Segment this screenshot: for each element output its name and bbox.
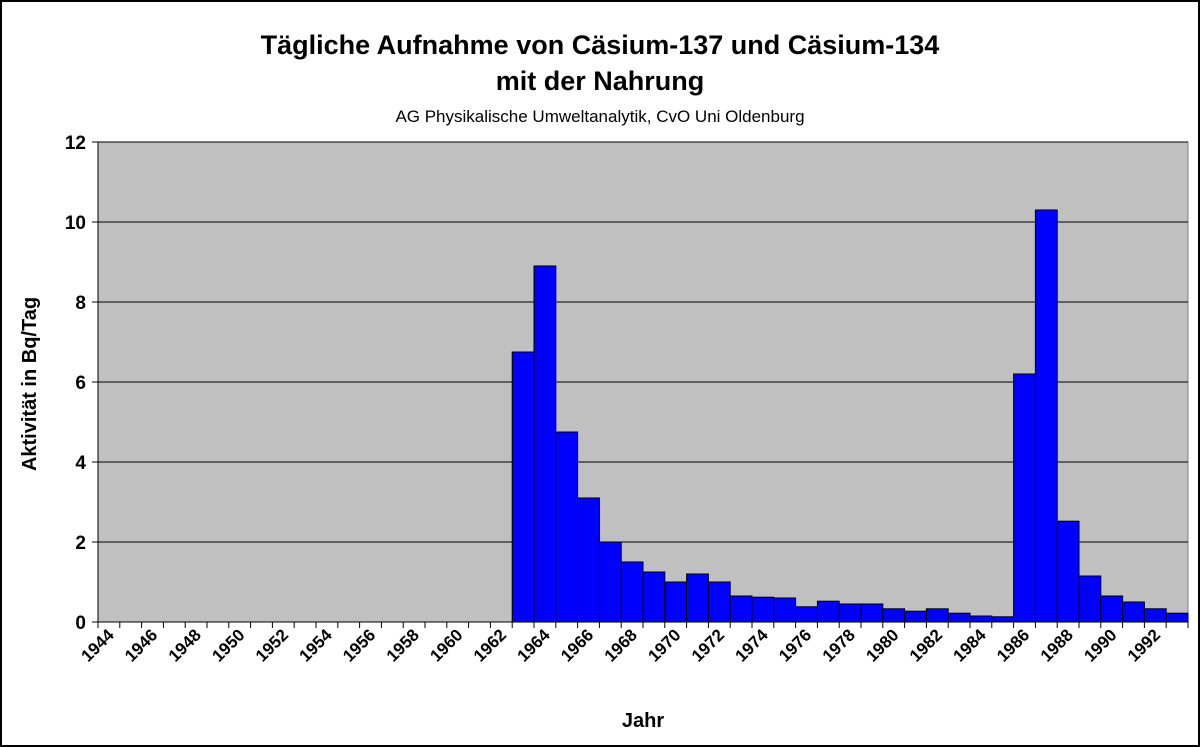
bar	[773, 597, 797, 623]
bar	[664, 581, 688, 623]
x-tick-label: 1980	[862, 625, 902, 665]
chart-title-line2: mit der Nahrung	[495, 66, 705, 96]
bar	[860, 603, 884, 623]
bar	[533, 265, 557, 623]
bar	[729, 595, 753, 623]
bar	[904, 610, 927, 623]
bar	[991, 616, 1015, 623]
bar	[620, 561, 644, 623]
x-axis-label: Jahr	[622, 710, 664, 732]
x-tick-label: 1990	[1080, 625, 1120, 665]
x-tick-label: 1964	[514, 625, 555, 666]
bar	[838, 603, 862, 623]
bars	[511, 209, 1189, 623]
bar	[642, 571, 666, 623]
x-tick-label: 1992	[1124, 625, 1164, 665]
bar	[1122, 601, 1145, 623]
bar	[969, 615, 993, 623]
bar	[598, 541, 622, 623]
chart-subtitle: AG Physikalische Umweltanalytik, CvO Uni…	[395, 107, 805, 126]
x-tick-label: 1958	[383, 625, 423, 665]
bar	[947, 612, 971, 623]
y-tick-label: 4	[75, 453, 86, 474]
x-tick-label: 1984	[950, 625, 991, 666]
bar	[925, 608, 949, 623]
x-tick-label: 1960	[426, 625, 466, 665]
x-tick-label: 1968	[601, 625, 641, 665]
x-tick-label: 1974	[732, 625, 773, 666]
bar	[1013, 373, 1036, 623]
x-tick-label: 1962	[470, 625, 510, 665]
bar	[1056, 520, 1080, 623]
bar	[795, 606, 818, 623]
x-tick-label: 1948	[165, 625, 205, 665]
bar	[686, 573, 709, 623]
bar	[751, 596, 775, 623]
x-tick-label: 1970	[644, 625, 684, 665]
x-tick-label: 1986	[993, 625, 1033, 665]
y-tick-labels: 0 2 4 6 8 10 12	[65, 133, 87, 634]
y-tick-label: 0	[75, 613, 86, 634]
y-tick-label: 8	[75, 293, 86, 314]
bar	[511, 351, 535, 623]
x-tick-label: 1976	[775, 625, 815, 665]
x-tick-label: 1952	[252, 625, 292, 665]
x-tick-label: 1978	[819, 625, 859, 665]
x-tick-label: 1956	[339, 625, 379, 665]
axes	[92, 141, 1189, 628]
x-tick-label: 1972	[688, 625, 728, 665]
bar	[577, 497, 600, 623]
x-tick-labels: 1944 1946 1948 1950 1952 1954 1956 1958 1960 1962…	[78, 625, 1165, 666]
bar	[555, 431, 579, 623]
x-tick-label: 1950	[208, 625, 248, 665]
x-tick-label: 1982	[906, 625, 946, 665]
y-tick-label: 6	[75, 373, 86, 394]
bar	[1165, 612, 1189, 623]
bar	[1143, 608, 1167, 623]
x-tick-label: 1954	[296, 625, 337, 666]
bar	[1034, 209, 1058, 623]
y-tick-label: 10	[65, 213, 86, 234]
gridlines	[98, 141, 1188, 543]
x-tick-label: 1988	[1037, 625, 1077, 665]
bar	[1078, 575, 1102, 623]
bar	[707, 581, 731, 623]
y-tick-label: 2	[75, 533, 86, 554]
bar	[1100, 595, 1124, 623]
bar	[816, 600, 840, 623]
x-tick-label: 1946	[121, 625, 161, 665]
y-tick-label: 12	[65, 133, 86, 154]
x-tick-label: 1966	[557, 625, 597, 665]
y-axis-label: Aktivität in Bq/Tag	[19, 297, 41, 471]
bar	[882, 608, 906, 623]
chart-title: Tägliche Aufnahme von Cäsium-137 und Cäs…	[260, 30, 940, 60]
